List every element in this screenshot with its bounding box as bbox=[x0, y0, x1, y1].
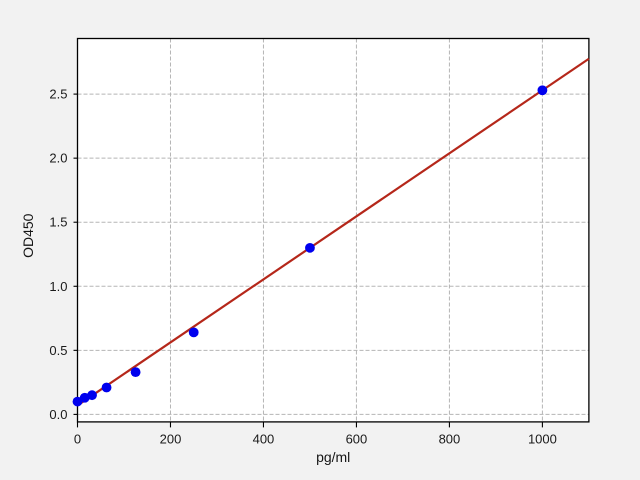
svg-text:200: 200 bbox=[160, 431, 182, 446]
svg-text:0.5: 0.5 bbox=[49, 343, 67, 358]
svg-text:OD450: OD450 bbox=[20, 213, 36, 258]
svg-text:0: 0 bbox=[74, 431, 81, 446]
svg-text:2.5: 2.5 bbox=[49, 87, 67, 102]
svg-text:2.0: 2.0 bbox=[49, 151, 67, 166]
svg-text:1000: 1000 bbox=[528, 431, 557, 446]
svg-text:400: 400 bbox=[253, 431, 275, 446]
svg-text:pg/ml: pg/ml bbox=[316, 449, 350, 465]
svg-text:1.5: 1.5 bbox=[49, 215, 67, 230]
svg-text:0.0: 0.0 bbox=[49, 407, 67, 422]
svg-text:800: 800 bbox=[439, 431, 461, 446]
svg-text:1.0: 1.0 bbox=[49, 279, 67, 294]
svg-text:600: 600 bbox=[346, 431, 368, 446]
